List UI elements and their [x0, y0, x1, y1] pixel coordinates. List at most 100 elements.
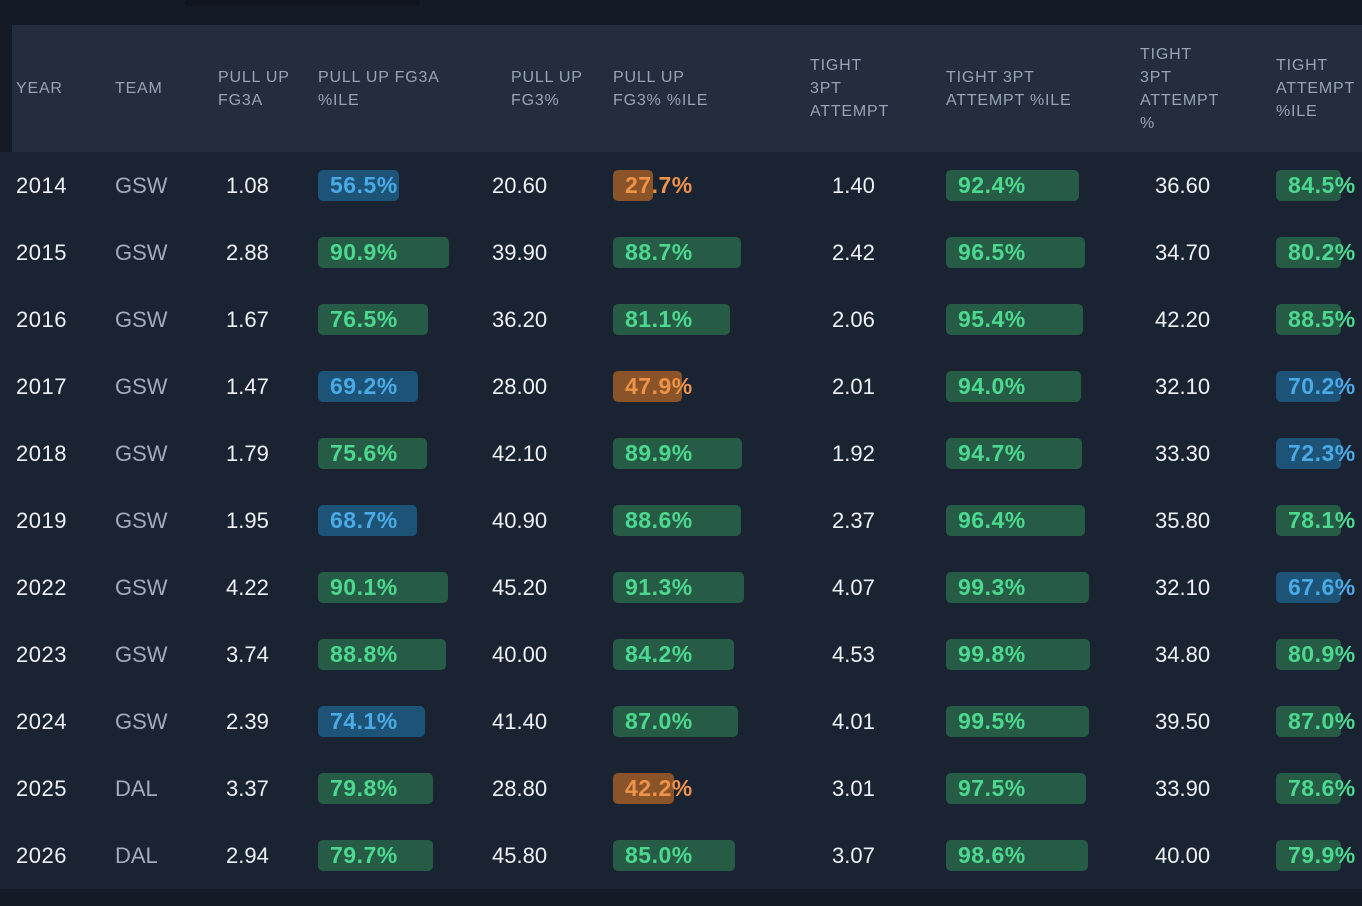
cell-year: 2016: [16, 307, 67, 332]
cell-tight_3pt_att_pct: 40.00: [1155, 843, 1211, 868]
cell-pullup_fg3a: 1.67: [226, 307, 269, 332]
percentile-bar-fill: [946, 371, 1081, 402]
percentile-bar-fill: [318, 371, 418, 402]
cell-tight_3pt_att: 4.01: [832, 709, 875, 734]
column-header-tight_3pt_att_pctile[interactable]: TIGHT 3PT ATTEMPT %ILE: [946, 68, 1072, 109]
percentile-bar: 96.5%: [946, 237, 1085, 268]
column-header-pullup_fg3a_pctile[interactable]: PULL UP FG3A %ILE: [318, 68, 439, 109]
percentile-value: 42.2%: [625, 775, 693, 801]
percentile-bar: 88.8%: [318, 639, 446, 670]
percentile-bar-fill: [1276, 505, 1341, 536]
percentile-bar-fill: [1276, 438, 1341, 469]
cell-tight_3pt_att_pctile: 94.7%: [946, 438, 1082, 469]
percentile-bar-fill: [318, 438, 427, 469]
percentile-bar: 69.2%: [318, 371, 418, 402]
percentile-bar-fill: [1276, 572, 1341, 603]
bottom-strip: [0, 889, 1362, 906]
percentile-bar: 80.2%: [1276, 237, 1356, 268]
cell-team: GSW: [115, 374, 168, 399]
percentile-bar: 74.1%: [318, 706, 425, 737]
column-header-team[interactable]: TEAM: [115, 80, 163, 97]
percentile-value: 84.5%: [1288, 172, 1356, 198]
percentile-value: 92.4%: [958, 172, 1026, 198]
percentile-value: 72.3%: [1288, 440, 1356, 466]
percentile-bar-fill: [318, 572, 448, 603]
cell-pullup_fg3a: 1.08: [226, 173, 269, 198]
percentile-value: 89.9%: [625, 440, 693, 466]
percentile-bar-fill: [946, 706, 1089, 737]
column-header-pullup_fg3a[interactable]: PULL UP FG3A: [218, 68, 290, 109]
percentile-value: 79.7%: [330, 842, 398, 868]
percentile-value: 88.6%: [625, 507, 693, 533]
cell-tight_3pt_att_pct: 33.90: [1155, 776, 1211, 801]
cell-pullup_fg3pct_pctile: 81.1%: [613, 304, 730, 335]
percentile-value: 75.6%: [330, 440, 398, 466]
column-header-tight_3pt_att_pct[interactable]: TIGHT 3PT ATTEMPT %: [1140, 45, 1219, 132]
percentile-bar: 27.7%: [613, 170, 693, 201]
table-row: 2023 GSW 3.74 88.8% 40.00 84.2% 4.53 99.8% 34.80…: [0, 621, 1362, 688]
table-row: 2018 GSW 1.79 75.6% 42.10 89.9% 1.92 94.7% 33.30…: [0, 420, 1362, 487]
table-row: 2025 DAL 3.37 79.8% 28.80 42.2% 3.01 97.5% 33.90…: [0, 755, 1362, 822]
column-header-pullup_fg3pct[interactable]: PULL UP FG3%: [511, 68, 583, 109]
percentile-bar-fill: [318, 639, 446, 670]
cell-pullup_fg3a_pctile: 75.6%: [318, 438, 427, 469]
percentile-value: 87.0%: [625, 708, 693, 734]
percentile-bar: 42.2%: [613, 773, 693, 804]
percentile-value: 47.9%: [625, 373, 693, 399]
cell-pullup_fg3a_pctile: 79.8%: [318, 773, 433, 804]
percentile-bar: 94.7%: [946, 438, 1082, 469]
percentile-value: 56.5%: [330, 172, 398, 198]
percentile-value: 99.5%: [958, 708, 1026, 734]
percentile-bar-fill: [318, 773, 433, 804]
percentile-bar: 79.7%: [318, 840, 433, 871]
cell-pullup_fg3a_pctile: 74.1%: [318, 706, 425, 737]
percentile-bar: 90.1%: [318, 572, 448, 603]
cell-team: GSW: [115, 307, 168, 332]
cell-tight_3pt_att_pct: 33.30: [1155, 441, 1211, 466]
cell-team: GSW: [115, 173, 168, 198]
percentile-value: 78.1%: [1288, 507, 1356, 533]
percentile-bar: 47.9%: [613, 371, 693, 402]
cell-tight_3pt_att_pctile: 95.4%: [946, 304, 1083, 335]
percentile-bar-fill: [613, 706, 738, 737]
horizontal-scrollbar-thumb[interactable]: [185, 0, 420, 6]
percentile-bar: 94.0%: [946, 371, 1081, 402]
percentile-value: 85.0%: [625, 842, 693, 868]
percentile-value: 81.1%: [625, 306, 693, 332]
cell-year: 2014: [16, 173, 67, 198]
percentile-bar-fill: [946, 438, 1082, 469]
column-header-pullup_fg3pct_pctile[interactable]: PULL UP FG3% %ILE: [613, 68, 709, 109]
percentile-bar-fill: [1276, 840, 1341, 871]
percentile-value: 96.4%: [958, 507, 1026, 533]
cell-team: GSW: [115, 575, 168, 600]
cell-year: 2017: [16, 374, 67, 399]
cell-team: GSW: [115, 240, 168, 265]
percentile-value: 96.5%: [958, 239, 1026, 265]
percentile-value: 70.2%: [1288, 373, 1356, 399]
cell-year: 2019: [16, 508, 67, 533]
cell-tight_att_pctile: 80.2%: [1276, 237, 1356, 268]
cell-year: 2023: [16, 642, 67, 667]
cell-tight_3pt_att: 2.42: [832, 240, 875, 265]
cell-pullup_fg3a_pctile: 68.7%: [318, 505, 417, 536]
cell-pullup_fg3pct_pctile: 87.0%: [613, 706, 738, 737]
percentile-bar-fill: [613, 304, 730, 335]
cell-pullup_fg3a: 2.88: [226, 240, 269, 265]
percentile-bar: 81.1%: [613, 304, 730, 335]
percentile-bar-fill: [946, 840, 1088, 871]
cell-pullup_fg3a: 1.95: [226, 508, 269, 533]
cell-tight_3pt_att_pctile: 92.4%: [946, 170, 1079, 201]
percentile-value: 99.3%: [958, 574, 1026, 600]
column-header-year[interactable]: YEAR: [16, 80, 63, 97]
table-row: 2026 DAL 2.94 79.7% 45.80 85.0% 3.07 98.6% 40.00…: [0, 822, 1362, 889]
cell-tight_3pt_att_pctile: 99.3%: [946, 572, 1089, 603]
cell-tight_3pt_att: 3.07: [832, 843, 875, 868]
cell-pullup_fg3pct_pctile: 88.6%: [613, 505, 741, 536]
column-header-tight_3pt_att[interactable]: TIGHT 3PT ATTEMPT: [810, 57, 890, 120]
cell-pullup_fg3pct: 45.80: [492, 843, 548, 868]
column-header-tight_att_pctile[interactable]: TIGHT ATTEMPT %ILE: [1276, 57, 1355, 120]
cell-pullup_fg3a_pctile: 56.5%: [318, 170, 399, 201]
cell-tight_3pt_att: 2.01: [832, 374, 875, 399]
percentile-bar: 88.7%: [613, 237, 741, 268]
cell-team: DAL: [115, 776, 158, 801]
